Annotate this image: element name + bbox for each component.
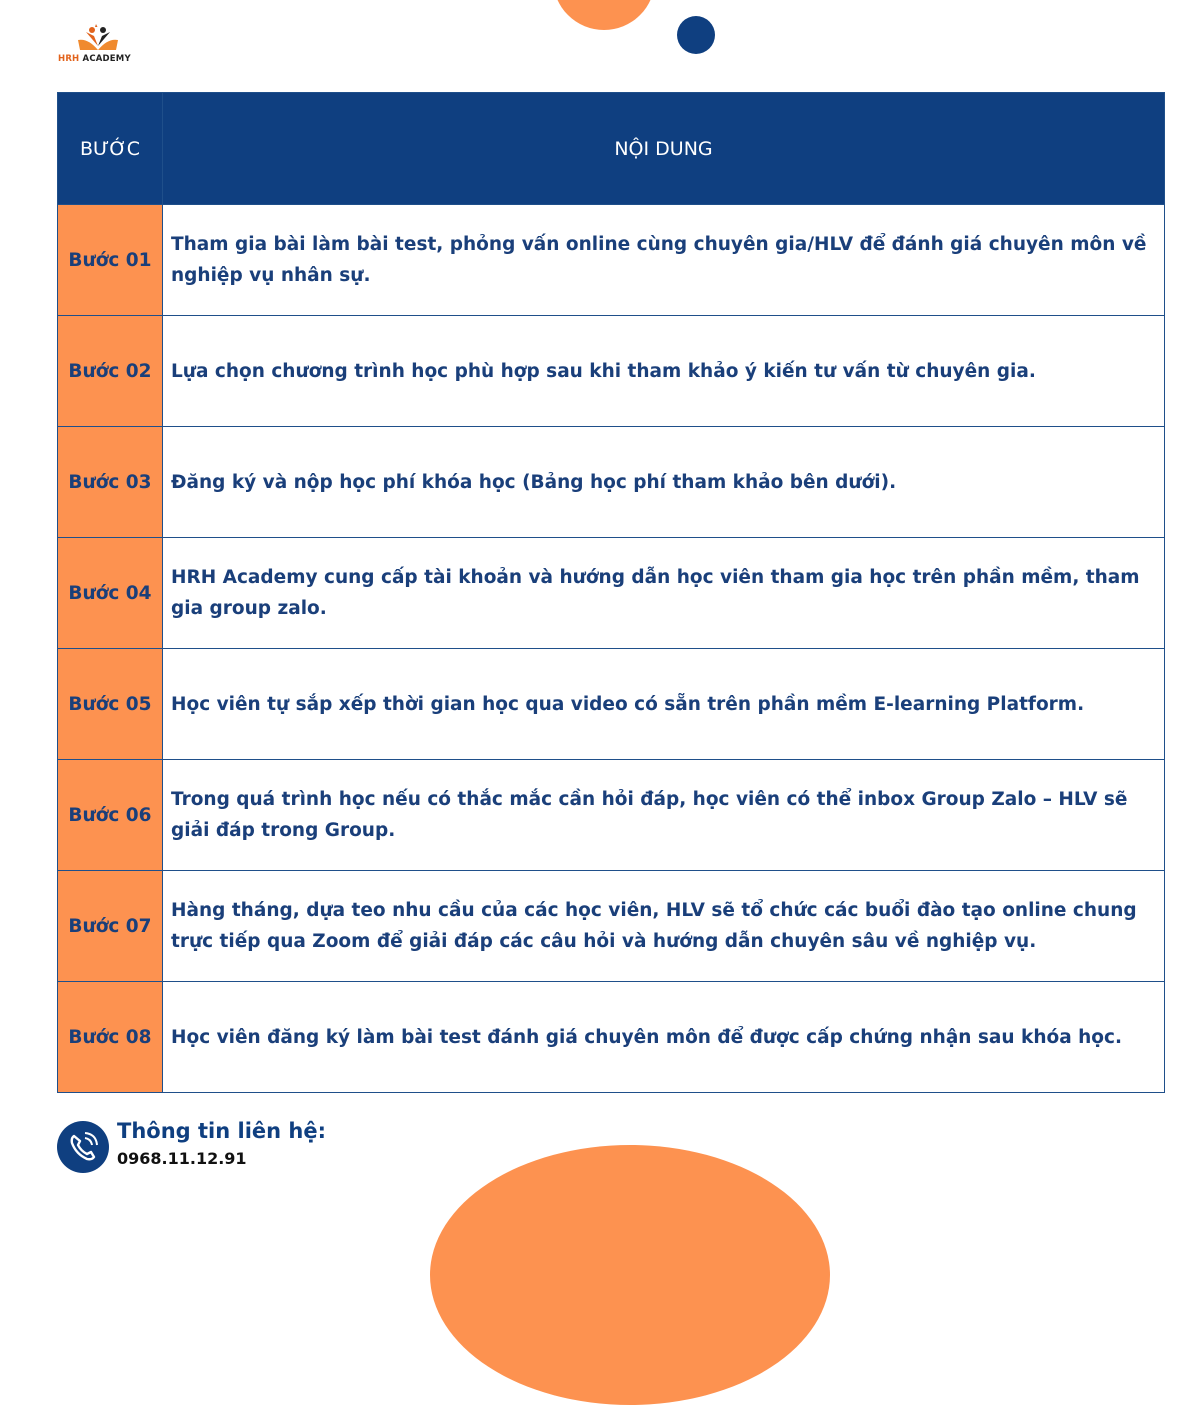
decorative-circle-blue [677,16,715,54]
contact-phone[interactable]: 0968.11.12.91 [117,1149,247,1168]
step-label: Bước 06 [57,759,163,871]
step-label: Bước 03 [57,426,163,538]
table-row: Bước 07 Hàng tháng, dựa teo nhu cầu của c… [57,870,1165,982]
step-label: Bước 08 [57,981,163,1093]
step-label: Bước 05 [57,648,163,760]
steps-table: BƯỚC NỘI DUNG Bước 01 Tham gia bài làm bà… [57,92,1165,1093]
decorative-shape-bottom [430,1145,830,1405]
step-label: Bước 02 [57,315,163,427]
step-content: Học viên tự sắp xếp thời gian học qua vi… [162,648,1165,760]
logo: HRH ACADEMY [58,20,138,72]
step-label: Bước 04 [57,537,163,649]
logo-icon [78,24,118,50]
table-row: Bước 05 Học viên tự sắp xếp thời gian học… [57,648,1165,760]
table-row: Bước 06 Trong quá trình học nếu có thắc m… [57,759,1165,871]
contact-title: Thông tin liên hệ: [117,1119,326,1143]
header-step: BƯỚC [57,92,163,205]
table-header: BƯỚC NỘI DUNG [57,92,1165,205]
step-content: Trong quá trình học nếu có thắc mắc cần … [162,759,1165,871]
step-content: Tham gia bài làm bài test, phỏng vấn onl… [162,204,1165,316]
table-row: Bước 04 HRH Academy cung cấp tài khoản và… [57,537,1165,649]
header-content: NỘI DUNG [162,92,1165,205]
step-content: Học viên đăng ký làm bài test đánh giá c… [162,981,1165,1093]
phone-icon [57,1121,109,1173]
step-content: Lựa chọn chương trình học phù hợp sau kh… [162,315,1165,427]
logo-text: HRH ACADEMY [58,54,131,64]
step-content: Đăng ký và nộp học phí khóa học (Bảng họ… [162,426,1165,538]
table-row: Bước 02 Lựa chọn chương trình học phù hợp… [57,315,1165,427]
table-row: Bước 01 Tham gia bài làm bài test, phỏng … [57,204,1165,316]
table-row: Bước 08 Học viên đăng ký làm bài test đán… [57,981,1165,1093]
step-label: Bước 07 [57,870,163,982]
decorative-circle-orange [553,0,655,30]
step-label: Bước 01 [57,204,163,316]
table-row: Bước 03 Đăng ký và nộp học phí khóa học (… [57,426,1165,538]
step-content: HRH Academy cung cấp tài khoản và hướng … [162,537,1165,649]
step-content: Hàng tháng, dựa teo nhu cầu của các học … [162,870,1165,982]
